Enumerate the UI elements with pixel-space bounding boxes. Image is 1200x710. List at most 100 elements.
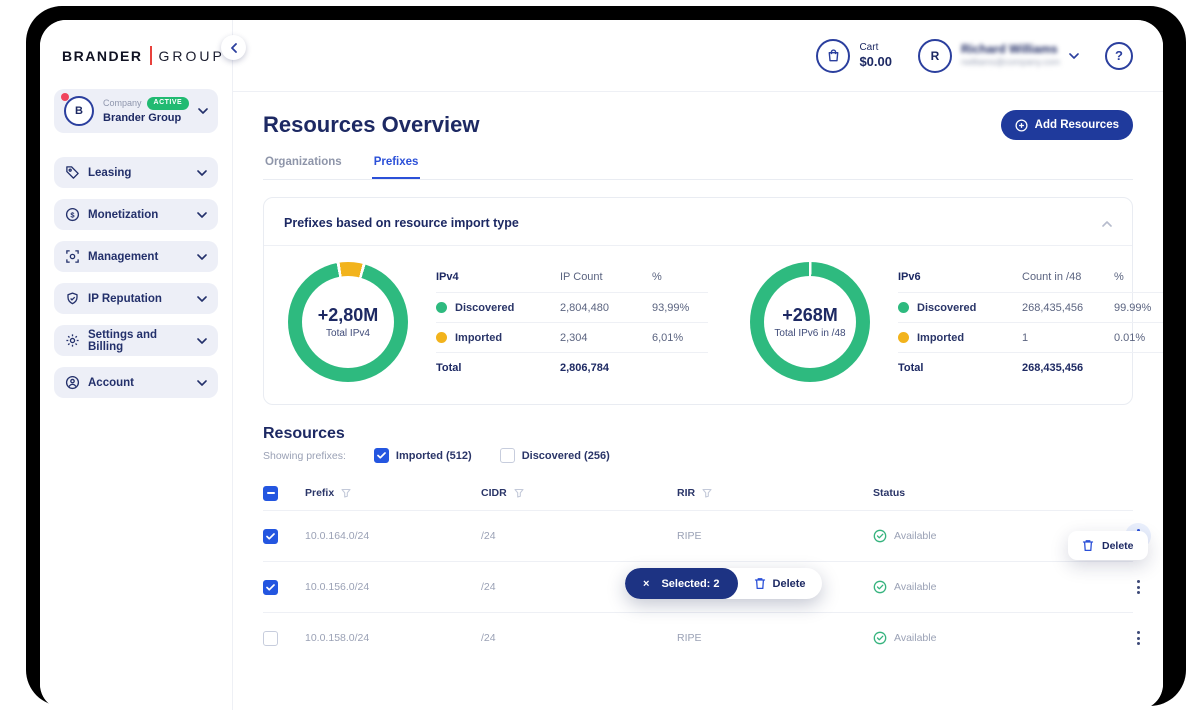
status-text: Available xyxy=(894,530,937,542)
tab-organizations[interactable]: Organizations xyxy=(265,156,342,168)
company-avatar: B xyxy=(61,93,94,126)
filter-icon[interactable] xyxy=(702,488,712,498)
column-status: Status xyxy=(873,487,906,499)
row-checkbox[interactable] xyxy=(263,579,278,595)
ipv4-donut-chart: +2,80M Total IPv4 xyxy=(288,262,408,382)
prefix-cell: 10.0.156.0/24 xyxy=(305,581,370,593)
chevron-down-icon xyxy=(198,108,209,114)
trash-icon xyxy=(754,577,766,590)
status-badge-active: ACTIVE xyxy=(146,96,190,110)
rir-cell: RIPE xyxy=(677,632,702,644)
table-row: 10.0.164.0/24 /24 RIPE Available xyxy=(263,510,1151,561)
tab-bar: Organizations Prefixes xyxy=(263,156,1133,180)
ipv4-total-short: +2,80M xyxy=(317,305,379,325)
ipv4-row-imported: Imported 2,304 6,01% xyxy=(436,322,708,352)
check-circle-icon xyxy=(873,631,887,645)
row-checkbox[interactable] xyxy=(263,528,278,544)
ipv4-col-name: IPv4 xyxy=(436,271,459,283)
ipv6-col-name: IPv6 xyxy=(898,271,921,283)
filter-icon[interactable] xyxy=(514,488,524,498)
filter-imported-checkbox[interactable]: Imported (512) xyxy=(373,448,472,463)
scan-icon xyxy=(65,249,80,264)
plus-circle-icon xyxy=(1015,118,1028,132)
sidebar-item-settings-billing[interactable]: Settings and Billing xyxy=(54,325,218,356)
row-menu-button[interactable] xyxy=(1125,625,1151,651)
chevron-up-icon[interactable] xyxy=(1102,214,1112,232)
ipv6-donut-chart: +268M Total IPv6 in /48 xyxy=(750,262,870,382)
sidebar-item-ip-reputation[interactable]: IP Reputation xyxy=(54,283,218,314)
cart-total: $0.00 xyxy=(859,53,892,69)
page-title: Resources Overview xyxy=(263,112,480,137)
notification-dot xyxy=(61,93,69,101)
ipv4-row-discovered: Discovered 2,804,480 93,99% xyxy=(436,292,708,322)
ipv4-total-label: Total IPv4 xyxy=(326,328,370,339)
svg-text:$: $ xyxy=(70,210,75,219)
discovered-dot xyxy=(436,302,447,313)
company-name: Brander Group xyxy=(103,111,182,124)
sidebar-item-management[interactable]: Management xyxy=(54,241,218,272)
chevron-down-icon xyxy=(197,379,207,386)
row-menu-button[interactable] xyxy=(1125,574,1151,600)
ipv6-total-short: +268M xyxy=(782,305,838,325)
user-avatar: R xyxy=(918,38,952,73)
delete-selected-button[interactable]: Delete xyxy=(738,577,822,590)
close-icon: × xyxy=(643,577,650,590)
showing-prefixes-label: Showing prefixes: xyxy=(263,449,346,462)
table-row: 10.0.158.0/24 /24 RIPE Available xyxy=(263,612,1140,663)
brand-logo-part2: GROUP xyxy=(158,47,225,64)
row-checkbox[interactable] xyxy=(263,630,278,646)
help-button[interactable]: ? xyxy=(1105,41,1133,70)
sidebar-item-monetization[interactable]: $ Monetization xyxy=(54,199,218,230)
brand-logo-divider xyxy=(149,46,152,65)
ipv6-total-label: Total IPv6 in /48 xyxy=(774,328,846,339)
ipv6-col-count: Count in /48 xyxy=(1022,271,1082,283)
prefixes-import-panel: Prefixes based on resource import type +… xyxy=(263,197,1163,405)
ipv4-legend-table: IPv4 IP Count % Discovered 2,804,480 93,… xyxy=(436,262,708,382)
column-rir: RIR xyxy=(677,487,696,499)
filter-discovered-checkbox[interactable]: Discovered (256) xyxy=(499,448,610,463)
app-window: BRANDER GROUP B Company ACTIVE Brander G… xyxy=(40,20,1163,710)
brand-logo-part1: BRANDER xyxy=(62,47,143,64)
checkbox-icon xyxy=(499,448,515,463)
user-name: Richard Williams xyxy=(961,42,1058,57)
panel-title: Prefixes based on resource import type xyxy=(284,216,519,230)
imported-dot xyxy=(898,332,909,343)
status-text: Available xyxy=(894,632,937,644)
ipv4-col-count: IP Count xyxy=(560,271,603,283)
ipv4-row-total: Total 2,806,784 xyxy=(436,352,708,382)
chevron-down-icon xyxy=(197,253,207,260)
add-resources-button[interactable]: Add Resources xyxy=(1000,110,1133,140)
select-all-checkbox[interactable] xyxy=(263,485,278,501)
check-circle-icon xyxy=(873,580,887,594)
filter-icon[interactable] xyxy=(341,488,351,498)
selected-count-label: Selected: 2 xyxy=(661,577,720,590)
tab-prefixes[interactable]: Prefixes xyxy=(371,156,421,179)
delete-selected-label: Delete xyxy=(772,577,806,590)
sidebar-item-account[interactable]: Account xyxy=(54,367,218,398)
company-switcher[interactable]: B Company ACTIVE Brander Group xyxy=(54,89,218,133)
sidebar-item-leasing[interactable]: Leasing xyxy=(54,157,218,188)
imported-dot xyxy=(436,332,447,343)
ipv6-row-discovered: Discovered 268,435,456 99.99% xyxy=(898,292,1163,322)
clear-selection-button[interactable]: × Selected: 2 xyxy=(625,568,738,599)
status-text: Available xyxy=(894,581,937,593)
cart-icon xyxy=(816,38,851,73)
dollar-circle-icon: $ xyxy=(65,207,80,222)
row-context-menu[interactable]: Delete xyxy=(1068,531,1148,560)
chevron-down-icon xyxy=(1069,52,1079,59)
rir-cell: RIPE xyxy=(677,530,702,542)
ipv6-col-pct: % xyxy=(1114,271,1124,283)
company-label: Company xyxy=(103,97,142,108)
column-prefix: Prefix xyxy=(305,487,335,499)
menu-delete-label: Delete xyxy=(1102,539,1134,552)
selection-toolbar: × Selected: 2 Delete xyxy=(625,568,822,599)
user-menu[interactable]: R Richard Williams rwilliams@company.com xyxy=(918,38,1079,73)
chevron-down-icon xyxy=(197,295,207,302)
discovered-dot xyxy=(898,302,909,313)
cart-button[interactable]: Cart $0.00 xyxy=(816,38,892,73)
sidebar-collapse-button[interactable] xyxy=(221,35,246,60)
cidr-cell: /24 xyxy=(481,581,496,593)
reputation-icon xyxy=(65,291,80,306)
user-circle-icon xyxy=(65,375,80,390)
cidr-cell: /24 xyxy=(481,530,496,542)
